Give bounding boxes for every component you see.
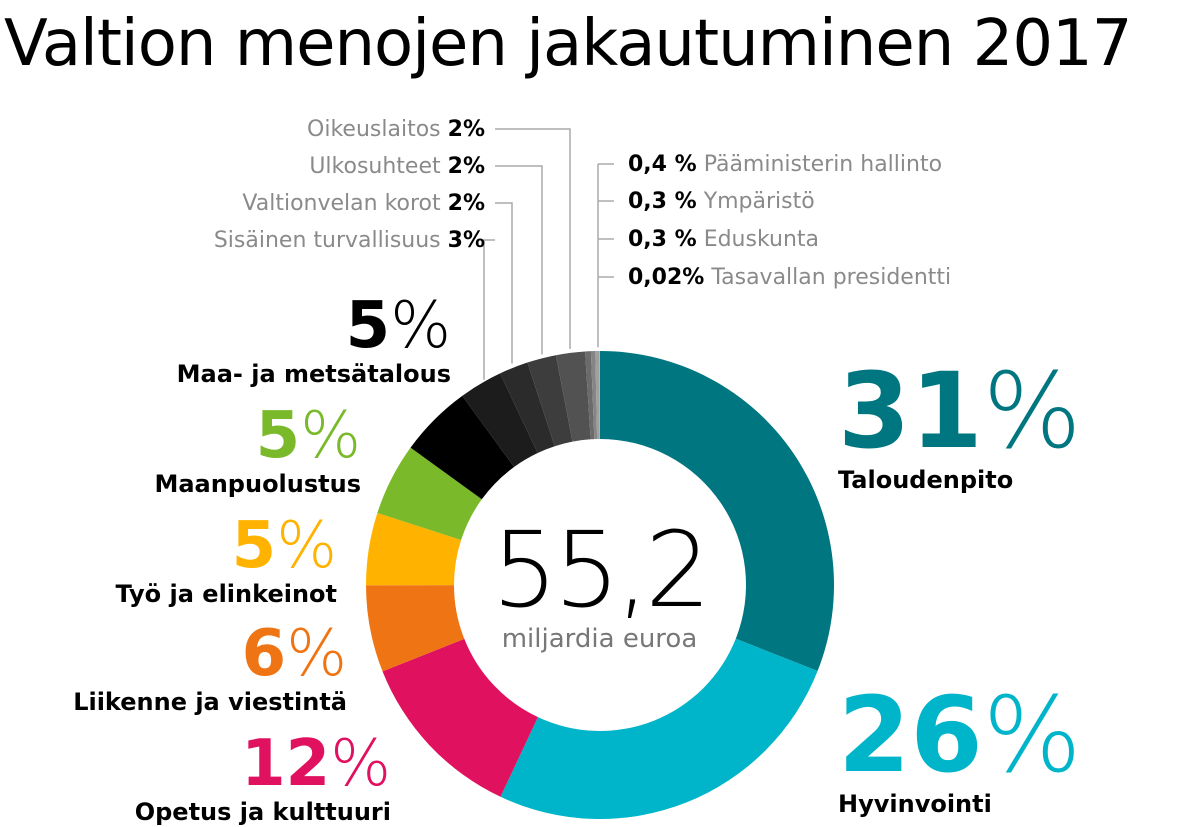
slice-value: 31 [838,350,983,472]
slice-label: Ympäristö [703,189,815,214]
slice-label: Työ ja elinkeinot [115,580,337,608]
slice-label: Liikenne ja viestintä [73,688,347,716]
label-oikeuslaitos: Oikeuslaitos 2% [307,116,485,144]
slice-value: 2% [447,154,485,179]
label-maa-ja-metsatalous: 5% Maa- ja metsätalous [177,292,451,388]
percent-sign: % [982,350,1082,472]
slice-label: Hyvinvointi [838,790,992,818]
label-ymparisto: 0,3 % Ympäristö [628,188,815,216]
donut-slice-1 [500,638,818,820]
label-tasavallan-presidentti: 0,02% Tasavallan presidentti [628,264,951,292]
slice-value: 5 [345,289,391,363]
leader-line [483,239,495,380]
label-opetus-ja-kulttuuri: 12% Opetus ja kulttuuri [135,730,391,826]
donut-slice-6 [410,395,515,500]
donut-slice-5 [377,447,482,541]
percent-sign: % [286,617,347,691]
donut-slice-10 [555,351,591,442]
slice-value: 6 [241,617,287,691]
label-maanpuolustus: 5% Maanpuolustus [154,402,361,498]
donut-slice-9 [527,355,573,447]
label-taloudenpito: 31% Taloudenpito [838,356,1082,494]
slice-label: Sisäinen turvallisuus [213,228,441,253]
label-tyo-ja-elinkeinot: 5% Työ ja elinkeinot [116,512,337,608]
slice-value: 0,4 % [628,152,697,177]
label-hyvinvointi: 26% Hyvinvointi [838,680,1082,818]
donut-slice-11 [585,351,595,440]
leader-line [495,128,571,349]
slice-label: Opetus ja kulttuuri [134,798,391,826]
slice-label: Taloudenpito [838,466,1014,494]
donut-slice-8 [500,362,555,453]
slice-value: 26 [838,674,983,796]
slice-value: 5 [255,399,301,473]
chart-title: Valtion menojen jakautuminen 2017 [4,7,1132,81]
percent-sign: % [390,289,451,363]
slice-value: 5 [231,509,277,583]
slice-value: 0,3 % [628,227,697,252]
slice-value: 0,3 % [628,189,697,214]
slice-value: 2% [447,117,485,142]
label-eduskunta: 0,3 % Eduskunta [628,226,819,254]
donut-slice-4 [366,512,462,586]
label-ulkosuhteet: Ulkosuhteet 2% [309,153,485,181]
slice-label: Ulkosuhteet [309,154,441,179]
center-total: 55,2 [491,509,712,631]
donut-slice-13 [595,351,600,440]
percent-sign: % [300,399,361,473]
center-unit: miljardia euroa [501,624,698,654]
slice-value: 0,02% [628,265,705,290]
slice-value: 2% [447,191,485,216]
percent-sign: % [276,509,337,583]
label-paaministerin-hallinto: 0,4 % Pääministerin hallinto [628,151,942,179]
leader-line [495,165,543,355]
slice-label: Eduskunta [703,227,820,252]
donut-slice-2 [382,638,538,797]
slice-label: Oikeuslaitos [307,117,441,142]
slice-value: 3% [447,228,485,253]
slice-label: Maa- ja metsätalous [176,360,451,388]
label-liikenne-ja-viestinta: 6% Liikenne ja viestintä [73,620,347,716]
donut-slice-7 [462,373,538,467]
label-valtionvelan-korot: Valtionvelan korot 2% [242,190,485,218]
donut-slice-0 [600,351,835,672]
percent-sign: % [330,727,391,801]
slice-label: Valtionvelan korot [242,191,441,216]
slice-label: Maanpuolustus [154,470,361,498]
donut-slice-12 [590,351,598,440]
slice-label: Tasavallan presidentti [711,265,952,290]
leader-line [495,202,513,364]
label-sisainen-turvallisuus: Sisäinen turvallisuus 3% [214,227,485,255]
donut-slice-3 [366,585,465,672]
slice-value: 12 [241,727,331,801]
percent-sign: % [982,674,1082,796]
slice-label: Pääministerin hallinto [703,152,943,177]
